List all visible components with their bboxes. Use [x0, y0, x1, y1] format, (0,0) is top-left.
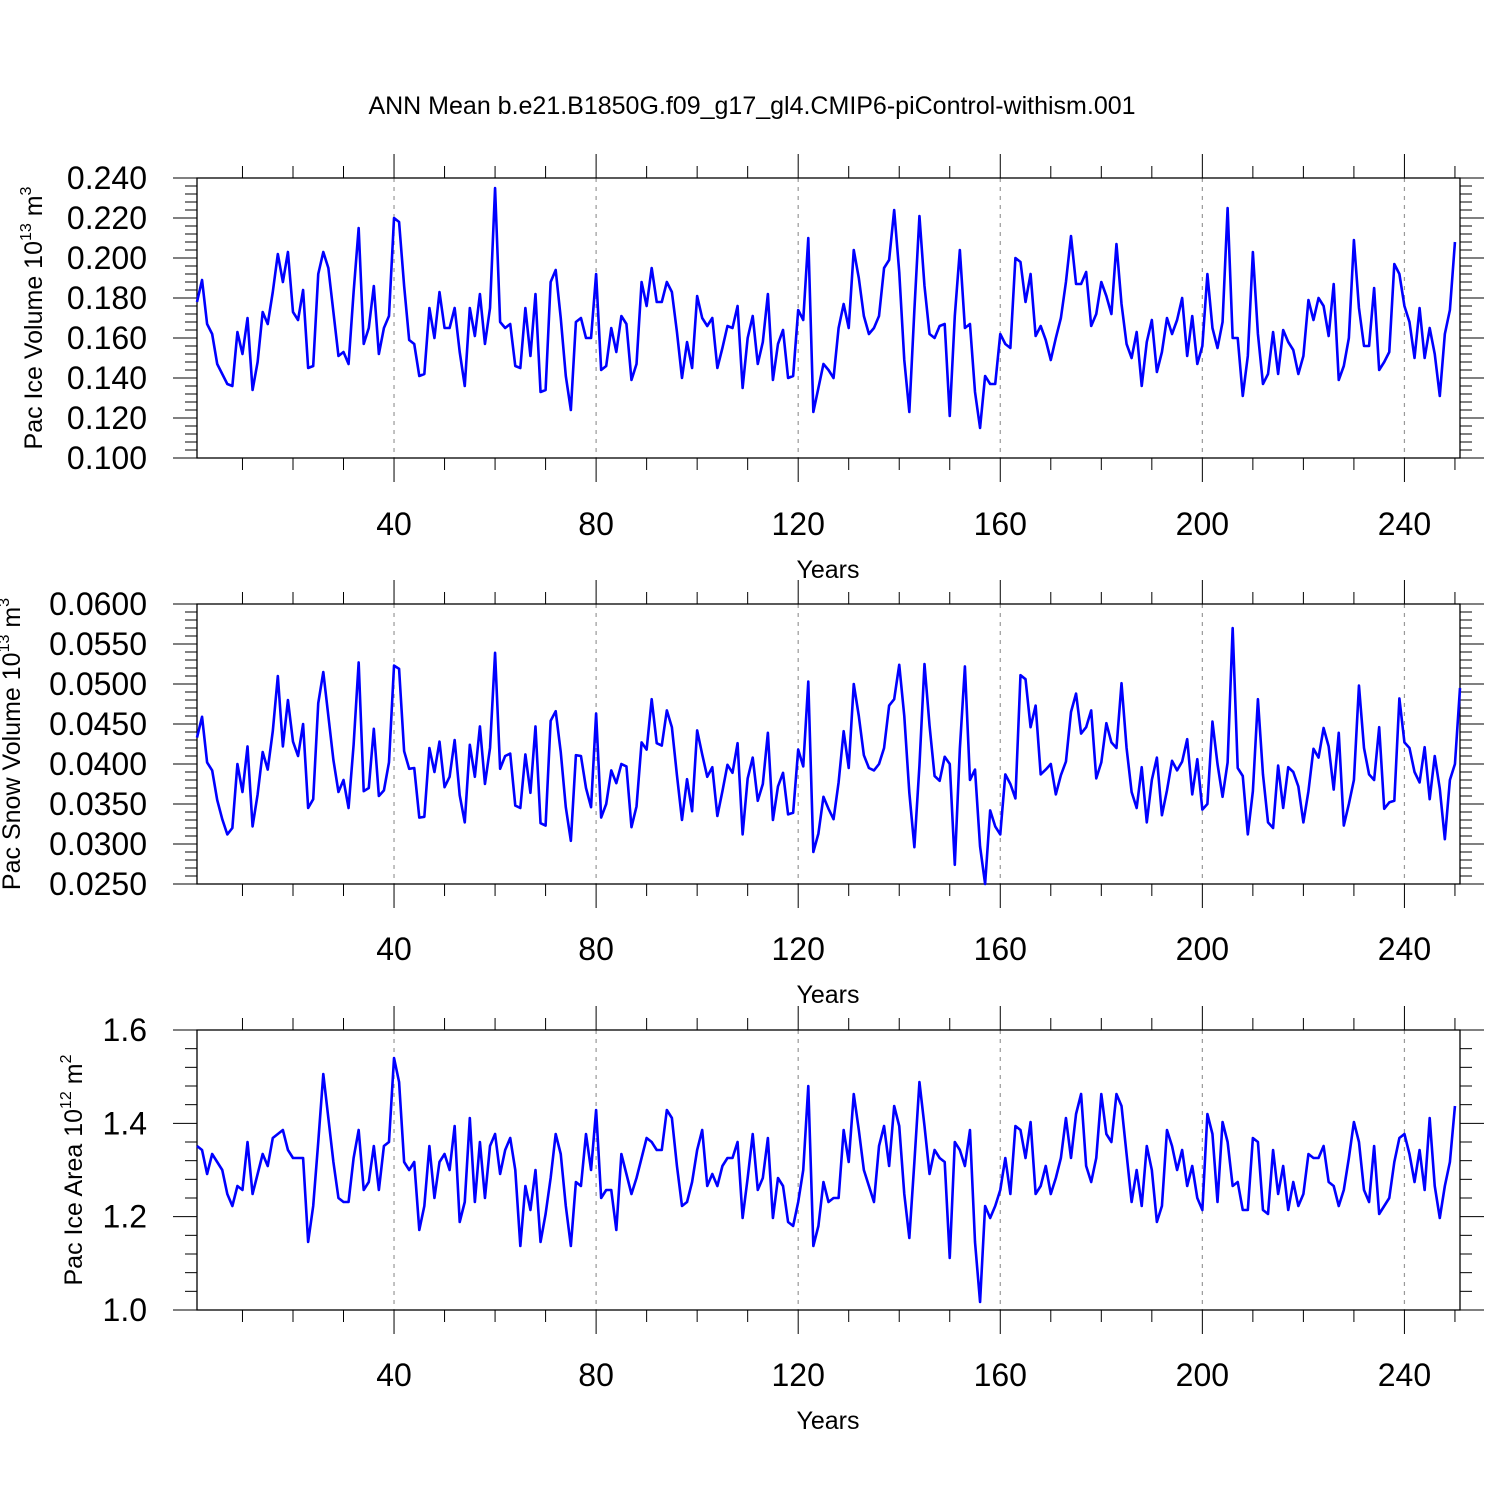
x-tick-label: 200 — [1176, 1357, 1229, 1393]
y-tick-label: 0.0450 — [49, 706, 147, 742]
y-axis-label: Pac Snow Volume 1013 m3 — [0, 598, 26, 890]
y-tick-label: 0.0550 — [49, 626, 147, 662]
plot-frame — [196, 1029, 1461, 1311]
x-tick-label: 40 — [376, 506, 412, 542]
y-tick-label: 0.200 — [67, 240, 147, 276]
y-tick-label: 0.240 — [67, 160, 147, 196]
y-tick-label: 0.0600 — [49, 586, 147, 622]
x-tick-label: 40 — [376, 931, 412, 967]
series-line-snow-volume — [195, 626, 1462, 886]
y-tick-label: 0.0350 — [49, 786, 147, 822]
y-tick-label: 0.120 — [67, 400, 147, 436]
plot-frame — [196, 177, 1461, 459]
y-tick-label: 0.140 — [67, 360, 147, 396]
x-tick-label: 160 — [974, 506, 1027, 542]
x-axis-label: Years — [796, 981, 859, 1009]
panel-ice-volume: 40 80 120 160 200 240 0.100 0.120 0.140 0.160 0.18… — [18, 154, 1484, 584]
panel-ice-area: 40 80 120 160 200 240 1.0 1.2 1.4 1.6 Years Pac Ice… — [58, 1006, 1484, 1435]
y-tick-label: 1.6 — [103, 1012, 147, 1048]
y-tick-label: 1.0 — [103, 1292, 147, 1328]
y-tick-label: 0.0300 — [49, 826, 147, 862]
x-tick-label: 200 — [1176, 506, 1229, 542]
figure-title: ANN Mean b.e21.B1850G.f09_g17_gl4.CMIP6-… — [368, 92, 1135, 120]
x-tick-label: 40 — [376, 1357, 412, 1393]
x-tick-label: 160 — [974, 1357, 1027, 1393]
y-tick-label: 1.2 — [103, 1199, 147, 1235]
x-tick-label: 80 — [578, 506, 614, 542]
y-tick-label: 0.180 — [67, 280, 147, 316]
y-tick-label: 0.220 — [67, 200, 147, 236]
x-tick-label: 80 — [578, 1357, 614, 1393]
x-tick-label: 240 — [1378, 506, 1431, 542]
x-tick-label: 120 — [771, 1357, 824, 1393]
y-tick-label: 1.4 — [103, 1105, 147, 1141]
x-tick-label: 240 — [1378, 1357, 1431, 1393]
x-tick-label: 80 — [578, 931, 614, 967]
x-tick-label: 160 — [974, 931, 1027, 967]
y-axis-label: Pac Ice Volume 1013 m3 — [18, 186, 48, 449]
series-line-ice-area — [196, 1056, 1457, 1304]
y-tick-label: 0.0400 — [49, 746, 147, 782]
x-axis-label: Years — [796, 556, 859, 584]
x-tick-label: 120 — [771, 931, 824, 967]
y-axis-label: Pac Ice Area 1012 m2 — [58, 1054, 88, 1285]
series-line-ice-volume — [195, 186, 1457, 430]
y-tick-label: 0.100 — [67, 440, 147, 476]
y-tick-label: 0.0250 — [49, 866, 147, 902]
x-axis-label: Years — [796, 1407, 859, 1435]
x-tick-label: 200 — [1176, 931, 1229, 967]
plot-frame — [196, 603, 1461, 885]
x-tick-label: 240 — [1378, 931, 1431, 967]
x-tick-label: 120 — [771, 506, 824, 542]
y-tick-label: 0.160 — [67, 320, 147, 356]
y-tick-label: 0.0500 — [49, 666, 147, 702]
panel-snow-volume: 40 80 120 160 200 240 0.0250 0.0300 0.0350 0.0400… — [0, 580, 1484, 1009]
